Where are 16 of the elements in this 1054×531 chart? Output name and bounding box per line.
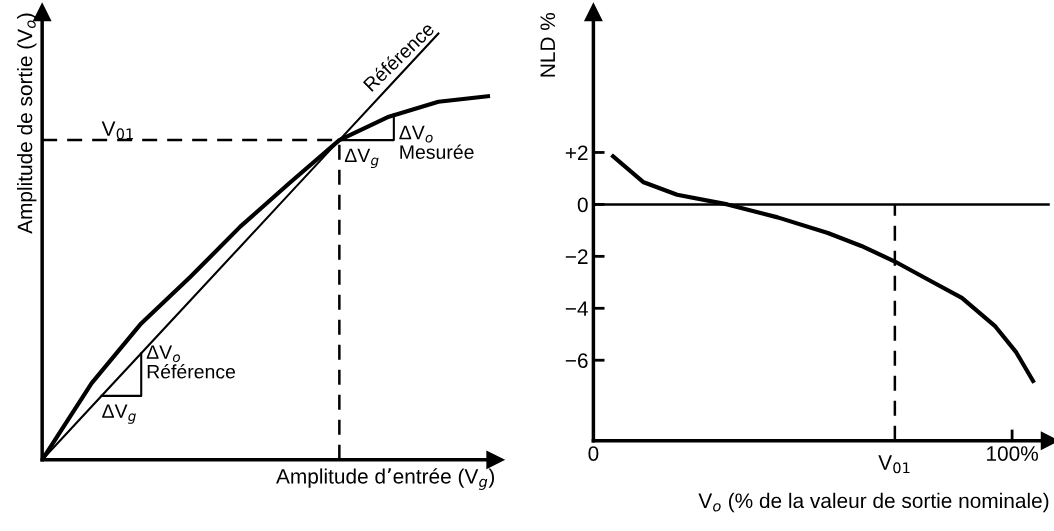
y-tick-label: −4 [565,301,588,316]
x-tick-label: 100% [987,446,1038,461]
y-axis-title: NLD % [540,12,556,77]
y-axis-title: Amplitude de sortie (V$_{o}$) [17,13,37,234]
y-tick-label: 0 [577,197,588,213]
y-tick-label: −2 [565,249,588,264]
ref-line-label: V$_{01}$ [878,455,910,474]
annotation: ΔV$_{o}$ Référence [146,345,236,379]
annotation: ΔV$_{g}$ [102,404,136,424]
ref-line-label: V$_{01}$ [101,121,133,140]
annotation: ΔV$_{g}$ [344,148,379,169]
x-axis-title: Amplitude d’entrée (V$_{g}$) [276,468,495,490]
annotation: ΔV$_{o}$ Mesurée [399,125,474,159]
y-tick-label: −6 [565,353,588,368]
y-tick-label: +2 [565,145,588,160]
x-axis-title: V$_{o}$ (% de la valeur de sortie nominale) [698,492,1049,513]
